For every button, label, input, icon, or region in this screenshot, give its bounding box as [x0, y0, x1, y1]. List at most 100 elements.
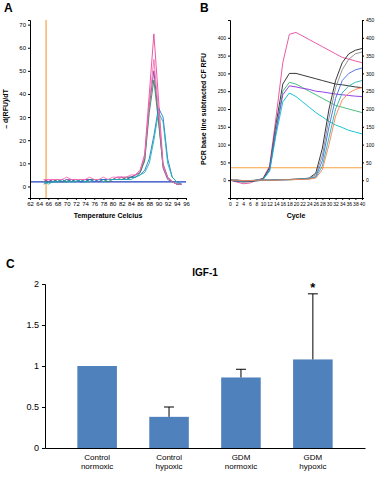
tick-label: 0.5 — [26, 402, 39, 412]
tick-label: 88 — [146, 201, 153, 207]
tick-label: 24 — [307, 201, 313, 207]
series-line — [230, 82, 362, 181]
tick-label: 90 — [156, 201, 163, 207]
tick-label: 70 — [64, 201, 71, 207]
tick: 50 — [362, 160, 372, 166]
tick-mark — [362, 180, 364, 181]
series-line — [230, 73, 362, 182]
tick: 76 — [91, 198, 98, 207]
y-axis: 00.511.52 — [26, 279, 45, 453]
tick: 84 — [128, 198, 135, 207]
tick-mark — [149, 198, 150, 200]
tick-mark — [168, 198, 169, 200]
x-axis: ControlnormoxicControlhypoxicGDMnormoxic… — [46, 448, 366, 471]
tick: 300 — [218, 71, 230, 77]
tick-label: 350 — [366, 53, 375, 59]
tick-label: 28 — [320, 201, 326, 207]
axis-line — [228, 21, 231, 199]
tick: 0 — [23, 184, 30, 190]
tick-mark — [122, 198, 123, 200]
series-line — [44, 34, 182, 184]
tick-mark — [42, 448, 45, 449]
tick-label: 92 — [165, 201, 172, 207]
series-line — [230, 81, 362, 181]
panel-label: B — [200, 1, 209, 15]
tick-label: 10 — [19, 161, 26, 167]
bar — [293, 359, 333, 448]
tick-label: 150 — [366, 124, 375, 130]
error-cap — [236, 369, 246, 370]
tick-label: 12 — [267, 201, 273, 207]
tick-mark — [362, 20, 364, 21]
tick-mark — [85, 198, 86, 200]
tick-label: 50 — [220, 160, 226, 166]
tick-mark — [140, 198, 141, 200]
error-bar — [308, 294, 318, 360]
tick-label: 40 — [360, 201, 366, 207]
error-whisker — [169, 407, 170, 417]
error-whisker — [312, 294, 313, 360]
tick: 18 — [287, 198, 293, 207]
tick-label: 34 — [340, 201, 346, 207]
tick-label: 300 — [366, 71, 375, 77]
tick-label: Controlnormoxic — [81, 453, 113, 471]
tick-label: 86 — [137, 201, 144, 207]
tick: 40 — [19, 91, 30, 97]
tick: 40 — [360, 198, 366, 207]
tick-label: 30 — [19, 115, 26, 121]
error-whisker — [240, 369, 241, 377]
tick: 50 — [19, 68, 30, 74]
tick: 1.5 — [26, 320, 45, 330]
series-line — [44, 71, 182, 184]
x-axis: 626466687072747678808284868890929496 — [27, 198, 190, 207]
tick-mark — [362, 145, 364, 146]
tick: 64 — [36, 198, 43, 207]
tick-mark — [67, 198, 68, 200]
tick-label: 60 — [19, 45, 26, 51]
tick: 12 — [267, 198, 273, 207]
tick-label: 62 — [27, 201, 34, 207]
tick-mark — [42, 407, 45, 408]
tick-label: GDMhypoxic — [299, 453, 326, 471]
tick-mark — [28, 186, 30, 187]
tick: 62 — [27, 198, 34, 207]
panel-label: C — [6, 257, 15, 271]
tick: 350 — [218, 53, 230, 59]
tick-label: Controlhypoxic — [155, 453, 182, 471]
tick-label: 400 — [218, 35, 227, 41]
tick-label: 2 — [236, 201, 239, 207]
tick-label: 400 — [366, 35, 375, 41]
tick-mark — [28, 140, 30, 141]
tick: 2 — [34, 279, 45, 289]
tick-mark — [362, 127, 364, 128]
tick: 50 — [220, 160, 230, 166]
series-line — [44, 108, 182, 184]
tick-label: 40 — [19, 91, 26, 97]
tick: 70 — [64, 198, 71, 207]
tick-mark — [228, 91, 230, 92]
tick-mark — [39, 198, 40, 200]
tick-label: 0 — [366, 177, 369, 183]
tick-label: 66 — [46, 201, 53, 207]
tick-label: 94 — [174, 201, 181, 207]
tick-label: 8 — [256, 201, 259, 207]
tick: 20 — [19, 138, 30, 144]
tick-label: 26 — [314, 201, 320, 207]
tick-label: 300 — [218, 71, 227, 77]
bar — [77, 366, 117, 448]
panel-C: ControlnormoxicControlhypoxicGDMnormoxic… — [6, 257, 366, 471]
tick: 68 — [55, 198, 62, 207]
tick-mark — [362, 109, 364, 110]
tick: 94 — [174, 198, 181, 207]
tick: 66 — [46, 198, 53, 207]
tick: 400 — [362, 35, 375, 41]
series-line — [230, 93, 362, 181]
tick: 450 — [362, 17, 375, 23]
tick-mark — [94, 198, 95, 200]
tick-mark — [228, 56, 230, 57]
tick: 72 — [73, 198, 80, 207]
x-axis-title: Temperature Celcius — [74, 212, 143, 220]
tick: 20 — [294, 198, 300, 207]
tick-mark — [362, 91, 364, 92]
axis-line — [42, 285, 46, 449]
